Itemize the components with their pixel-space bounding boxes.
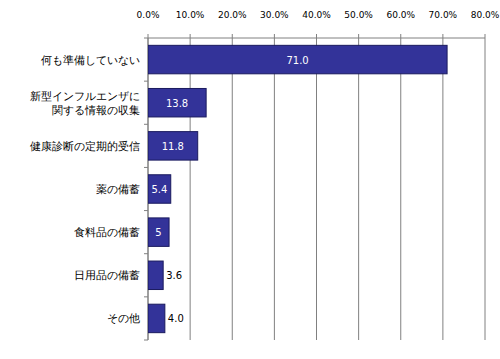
- category-label: 健康診断の定期的受信: [30, 140, 140, 153]
- category-label-line: 健康診断の定期的受信: [30, 140, 140, 153]
- category-label-line: 新型インフルエンザに: [30, 90, 140, 103]
- category-tick: [144, 296, 148, 297]
- data-label: 3.6: [166, 270, 182, 281]
- grid-line: [274, 38, 275, 340]
- tick-mark: [442, 34, 443, 38]
- data-label: 13.8: [166, 98, 188, 109]
- grid-line: [232, 38, 233, 340]
- data-label: 5.4: [151, 184, 167, 195]
- tick-mark: [274, 34, 275, 38]
- tick-mark: [358, 34, 359, 38]
- category-label-line: 薬の備蓄: [96, 183, 140, 196]
- data-label: 11.8: [162, 141, 184, 152]
- tick-mark: [485, 34, 486, 38]
- data-label: 4.0: [168, 313, 184, 324]
- tick-label: 80.0%: [471, 10, 500, 20]
- tick-mark: [190, 34, 191, 38]
- tick-label: 30.0%: [260, 10, 289, 20]
- grid-line: [358, 38, 359, 340]
- bar: [148, 261, 163, 289]
- category-label: その他: [107, 312, 140, 325]
- x-axis-line: [148, 38, 485, 39]
- category-tick: [144, 81, 148, 82]
- bars: [148, 45, 447, 332]
- category-tick: [144, 253, 148, 254]
- tick-label: 10.0%: [176, 10, 205, 20]
- grid-line: [190, 38, 191, 340]
- grid-line: [316, 38, 317, 340]
- tick-label: 20.0%: [218, 10, 247, 20]
- tick-label: 70.0%: [429, 10, 458, 20]
- category-label: 日用品の備蓄: [74, 269, 140, 282]
- tick-label: 0.0%: [137, 10, 160, 20]
- category-label-line: 食料品の備蓄: [74, 226, 140, 239]
- tick-label: 40.0%: [302, 10, 331, 20]
- grid-line: [485, 38, 486, 340]
- category-label: 食料品の備蓄: [74, 226, 140, 239]
- grid-line: [400, 38, 401, 340]
- bar: [148, 175, 171, 203]
- category-tick: [144, 340, 148, 341]
- tick-label: 50.0%: [344, 10, 373, 20]
- tick-label: 60.0%: [386, 10, 415, 20]
- bar: [148, 45, 447, 73]
- category-label: 薬の備蓄: [96, 183, 140, 196]
- category-tick: [144, 210, 148, 211]
- bar: [148, 304, 165, 332]
- category-label: 新型インフルエンザに関する情報の収集: [30, 90, 140, 117]
- data-label: 71.0: [286, 55, 308, 66]
- bar: [148, 218, 169, 246]
- category-label-line: 何も準備していない: [41, 54, 140, 67]
- category-tick: [144, 38, 148, 39]
- category-tick: [144, 167, 148, 168]
- category-label: 何も準備していない: [41, 54, 140, 67]
- category-label-line: 関する情報の収集: [52, 104, 140, 117]
- bar: [148, 88, 206, 116]
- grid-line: [442, 38, 443, 340]
- tick-mark: [232, 34, 233, 38]
- chart: 0.0% 10.0% 20.0% 30.0% 40.0% 50.0% 60.0% 70.0% 8…: [0, 0, 500, 359]
- category-label-line: その他: [107, 312, 140, 325]
- tick-mark: [148, 34, 149, 38]
- category-label-line: 日用品の備蓄: [74, 269, 140, 282]
- bar: [148, 132, 198, 160]
- category-tick: [144, 124, 148, 125]
- tick-mark: [400, 34, 401, 38]
- data-label: 5: [155, 227, 161, 238]
- tick-mark: [316, 34, 317, 38]
